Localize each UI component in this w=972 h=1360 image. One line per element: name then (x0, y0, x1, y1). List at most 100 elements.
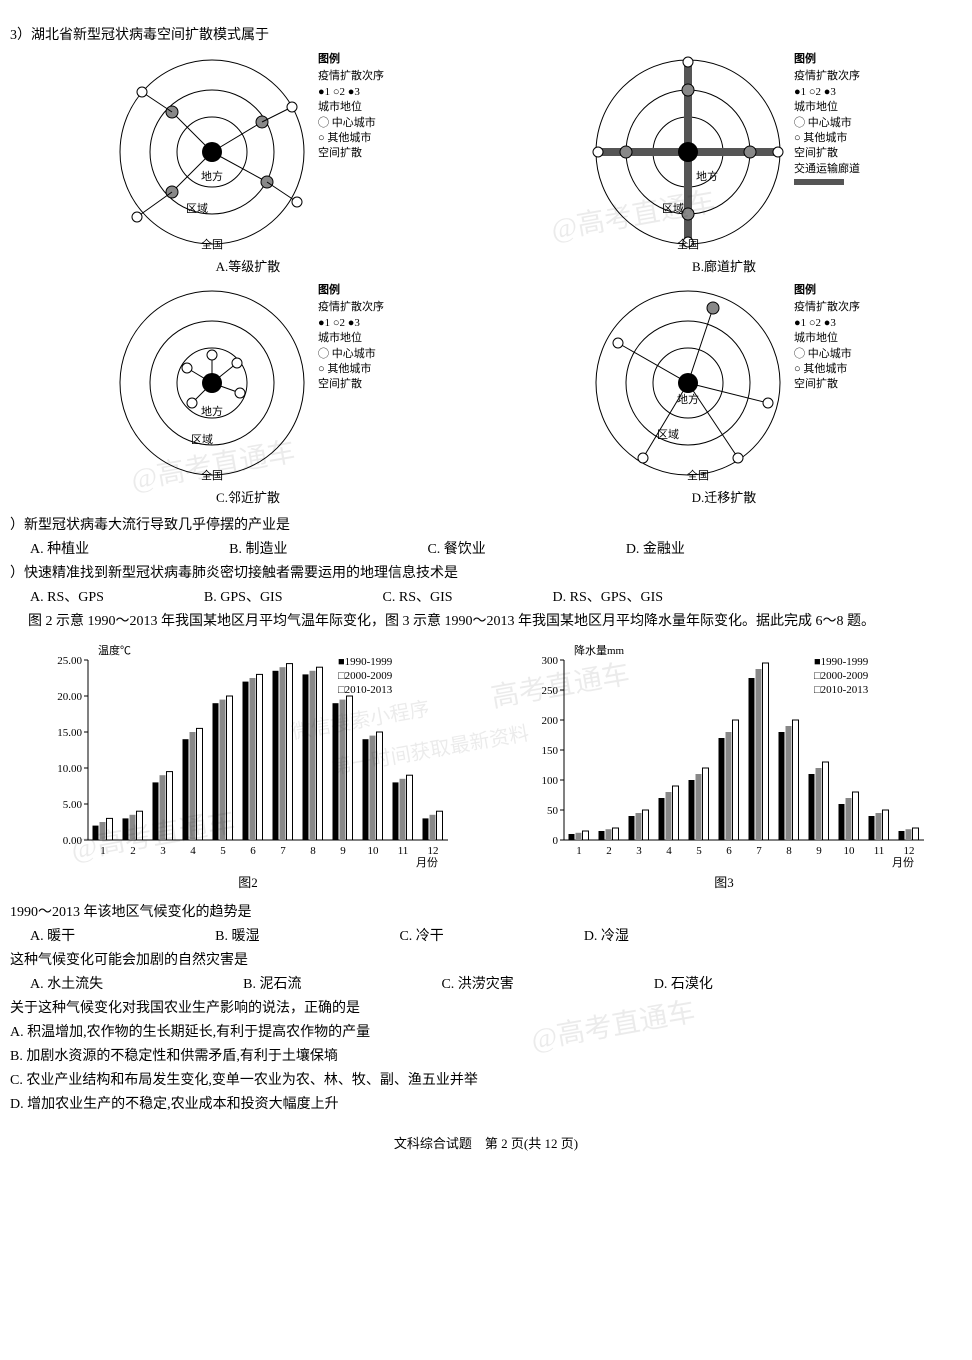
svg-text:区域: 区域 (657, 428, 679, 441)
svg-text:9: 9 (816, 845, 822, 857)
option: D. RS、GPS、GIS (553, 586, 663, 606)
question-7-stem: 这种气候变化可能会加剧的自然灾害是 (10, 949, 962, 969)
diagram-b: 地方 区域 全国 (588, 52, 788, 252)
svg-text:□2010-2013: □2010-2013 (338, 684, 393, 696)
svg-text:11: 11 (874, 845, 885, 857)
svg-text:8: 8 (310, 845, 316, 857)
legend-center: 中心城市 (808, 117, 852, 129)
legend-city-label: 城市地位 (794, 100, 860, 115)
legend-mode: 空间扩散 (318, 377, 384, 392)
svg-text:10: 10 (844, 845, 856, 857)
svg-text:月份: 月份 (892, 856, 914, 869)
legend-other: 其他城市 (327, 132, 371, 144)
chart-3-caption: 图3 (714, 872, 734, 891)
legend-b: 图例 疫情扩散次序 ●1 ○2 ●3 城市地位 ◯ 中心城市 ○ 其他城市 空间… (794, 52, 860, 193)
chart-3: 050100150200250300降水量mm123456789101112月份… (514, 640, 934, 870)
svg-text:9: 9 (340, 845, 346, 857)
option: B. 泥石流 (243, 973, 301, 993)
legend-seq-label: 疫情扩散次序 (794, 69, 860, 84)
question-3-stem: 3）湖北省新型冠状病毒空间扩散模式属于 (10, 24, 962, 44)
svg-text:□2000-2009: □2000-2009 (814, 670, 869, 682)
svg-text:2: 2 (130, 845, 136, 857)
svg-text:6: 6 (250, 845, 256, 857)
svg-text:区域: 区域 (191, 433, 213, 446)
legend-other: 其他城市 (803, 132, 847, 144)
svg-text:5: 5 (696, 845, 702, 857)
option: D. 冷湿 (584, 925, 629, 945)
svg-text:150: 150 (542, 745, 559, 757)
option: B. 暖湿 (215, 925, 259, 945)
option: D. 石漠化 (654, 973, 713, 993)
question-6-stem: 1990～2013 年该地区气候变化的趋势是 (10, 901, 962, 921)
svg-text:全国: 全国 (687, 468, 709, 482)
option: C. 洪涝灾害 (441, 973, 513, 993)
svg-text:月份: 月份 (416, 856, 438, 869)
legend-seq-items: ●1 ○2 ●3 (794, 85, 860, 100)
svg-text:1: 1 (576, 845, 582, 857)
legend-seq-items: ●1 ○2 ●3 (794, 316, 860, 331)
svg-text:地方: 地方 (201, 169, 223, 183)
question-4-stem: ）新型冠状病毒大流行导致几乎停摆的产业是 (10, 514, 962, 534)
svg-text:区域: 区域 (662, 202, 684, 215)
diagram-row-2: 地方 区域 全国 图例 疫情扩散次序 ●1 ○2 ●3 城市地位 ◯ 中心城市 … (10, 283, 962, 506)
svg-text:地方: 地方 (677, 392, 699, 406)
svg-text:3: 3 (636, 845, 642, 857)
svg-text:5.00: 5.00 (63, 799, 83, 811)
option: D. 金融业 (626, 538, 685, 558)
legend-city-label: 城市地位 (318, 100, 384, 115)
svg-text:12: 12 (904, 845, 915, 857)
svg-text:■1990-1999: ■1990-1999 (814, 656, 869, 668)
svg-text:2: 2 (606, 845, 612, 857)
svg-text:4: 4 (666, 845, 672, 857)
diagram-a: 地方 区域 全国 (112, 52, 312, 252)
diagram-d: 地方 区域 全国 (588, 283, 788, 483)
legend-d: 图例 疫情扩散次序 ●1 ○2 ●3 城市地位 ◯ 中心城市 ○ 其他城市 空间… (794, 283, 860, 393)
svg-text:6: 6 (726, 845, 732, 857)
svg-text:11: 11 (398, 845, 409, 857)
option: C. RS、GIS (383, 586, 453, 606)
option: A. RS、GPS (30, 586, 104, 606)
svg-text:区域: 区域 (186, 202, 208, 215)
option: C. 餐饮业 (427, 538, 485, 558)
svg-text:12: 12 (428, 845, 439, 857)
svg-text:降水量mm: 降水量mm (574, 643, 625, 657)
legend-a: 图例 疫情扩散次序 ●1 ○2 ●3 城市地位 ◯ 中心城市 ○ 其他城市 空间… (318, 52, 384, 162)
question-5-stem: ）快速精准找到新型冠状病毒肺炎密切接触者需要运用的地理信息技术是 (10, 562, 962, 582)
svg-text:全国: 全国 (677, 237, 699, 251)
legend-mode: 空间扩散 (318, 146, 384, 161)
legend-city-label: 城市地位 (318, 331, 384, 346)
legend-seq-label: 疫情扩散次序 (318, 300, 384, 315)
diagram-c: 地方 区域 全国 (112, 283, 312, 483)
option: A. 水土流失 (30, 973, 103, 993)
legend-title: 图例 (318, 283, 384, 298)
svg-text:1: 1 (100, 845, 106, 857)
option: A. 种植业 (30, 538, 89, 558)
option: A. 积温增加,农作物的生长期延长,有利于提高农作物的产量 (10, 1021, 962, 1041)
svg-text:15.00: 15.00 (57, 727, 82, 739)
legend-route: 交通运输廊道 (794, 162, 860, 177)
question-8-stem: 关于这种气候变化对我国农业生产影响的说法，正确的是 (10, 997, 962, 1017)
legend-city-label: 城市地位 (794, 331, 860, 346)
svg-text:温度℃: 温度℃ (98, 643, 131, 657)
legend-seq-items: ●1 ○2 ●3 (318, 85, 384, 100)
option: C. 农业产业结构和布局发生变化,变单一农业为农、林、牧、副、渔五业并举 (10, 1069, 962, 1089)
legend-mode: 空间扩散 (794, 146, 860, 161)
svg-text:250: 250 (542, 685, 559, 697)
svg-text:5: 5 (220, 845, 226, 857)
charts-row: 0.005.0010.0015.0020.0025.00温度℃123456789… (10, 640, 962, 891)
caption-d: D.迁移扩散 (692, 487, 757, 506)
svg-text:7: 7 (280, 845, 286, 857)
svg-text:200: 200 (542, 715, 559, 727)
legend-center: 中心城市 (332, 348, 376, 360)
svg-text:□2000-2009: □2000-2009 (338, 670, 393, 682)
legend-seq-label: 疫情扩散次序 (318, 69, 384, 84)
legend-center: 中心城市 (808, 348, 852, 360)
svg-text:全国: 全国 (201, 468, 223, 482)
legend-c: 图例 疫情扩散次序 ●1 ○2 ●3 城市地位 ◯ 中心城市 ○ 其他城市 空间… (318, 283, 384, 393)
caption-c: C.邻近扩散 (216, 487, 280, 506)
svg-text:全国: 全国 (201, 237, 223, 251)
svg-text:8: 8 (786, 845, 792, 857)
svg-text:0.00: 0.00 (63, 835, 83, 847)
question-5-options: A. RS、GPS B. GPS、GIS C. RS、GIS D. RS、GPS… (30, 586, 962, 606)
option: B. GPS、GIS (204, 586, 283, 606)
